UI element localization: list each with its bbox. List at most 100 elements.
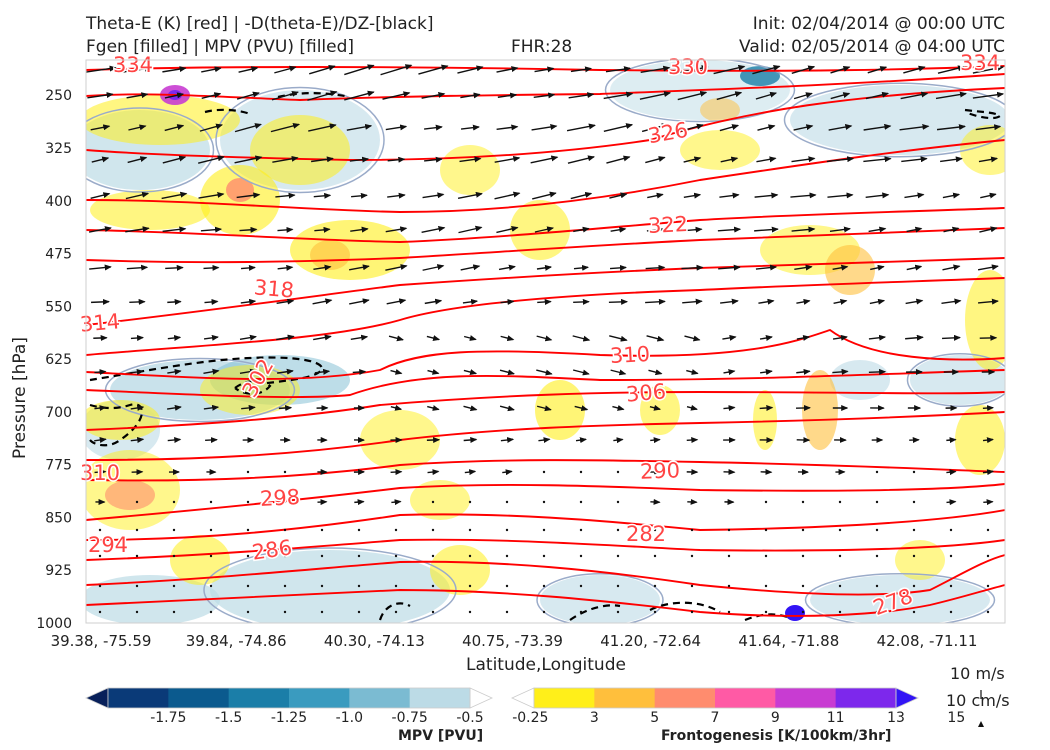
wind-vector bbox=[723, 369, 736, 376]
wind-vector bbox=[349, 298, 370, 305]
wind-vector-dot bbox=[431, 584, 435, 588]
wind-vector-dot bbox=[357, 528, 361, 532]
wind-vector bbox=[313, 192, 332, 199]
wind-vector bbox=[125, 226, 150, 233]
wind-vector bbox=[941, 298, 962, 305]
wind-vector bbox=[422, 192, 445, 199]
filled-region bbox=[965, 270, 1005, 370]
wind-vector bbox=[975, 124, 1002, 131]
wind-vector bbox=[426, 335, 441, 341]
wind-vector bbox=[94, 469, 107, 476]
colorbar-segment bbox=[409, 688, 471, 708]
mpv-contours bbox=[86, 60, 1005, 623]
wind-vector-dot bbox=[135, 500, 139, 504]
wind-vector bbox=[972, 91, 1005, 99]
stability-contour bbox=[89, 403, 143, 447]
wind-vector-dot bbox=[320, 554, 324, 558]
wind-vector-dot bbox=[135, 610, 139, 614]
wind-vector-dot bbox=[986, 610, 990, 614]
wind-vector-dot bbox=[246, 584, 250, 588]
theta-e-contour bbox=[86, 87, 1005, 161]
wind-vector bbox=[575, 437, 587, 444]
wind-vector-dot bbox=[801, 584, 805, 588]
colorbar-tick-label: 7 bbox=[711, 710, 720, 726]
vertical-reference-arrow bbox=[978, 721, 984, 727]
wind-vector bbox=[241, 264, 256, 271]
wind-vector bbox=[427, 369, 440, 375]
filled-region bbox=[802, 370, 838, 450]
theta-e-contour bbox=[86, 391, 1005, 431]
wind-vector-dot bbox=[283, 584, 287, 588]
wind-vector bbox=[537, 298, 552, 305]
wind-vector-dot bbox=[468, 528, 472, 532]
wind-vector bbox=[676, 65, 709, 74]
wind-vector bbox=[89, 264, 112, 271]
wind-vector bbox=[530, 155, 559, 164]
wind-vector-dot bbox=[431, 610, 435, 614]
wind-vector bbox=[421, 225, 446, 234]
wind-vector bbox=[126, 264, 149, 271]
wind-vector-dot bbox=[283, 470, 287, 474]
wind-vector bbox=[647, 192, 664, 199]
x-tick-label: 39.84, -74.86 bbox=[186, 632, 287, 650]
wind-vector bbox=[870, 264, 885, 271]
wind-vector-dot bbox=[394, 554, 398, 558]
wind-vector bbox=[755, 264, 778, 271]
wind-vector bbox=[609, 264, 627, 271]
wind-vector bbox=[757, 124, 776, 131]
wind-vector bbox=[977, 264, 999, 271]
wind-vector bbox=[128, 124, 147, 131]
wind-vector bbox=[720, 298, 739, 305]
wind-vector bbox=[567, 155, 596, 164]
wind-vector bbox=[536, 264, 553, 271]
wind-vector bbox=[162, 66, 187, 73]
wind-vector bbox=[234, 123, 262, 133]
colorbar-segment bbox=[835, 688, 897, 708]
wind-vector-dot bbox=[653, 610, 657, 614]
wind-vector bbox=[418, 64, 449, 75]
colorbar-extend-left bbox=[85, 687, 109, 709]
wind-vector bbox=[385, 226, 408, 233]
wind-vector-dot bbox=[135, 554, 139, 558]
wind-vector-dot bbox=[727, 554, 731, 558]
wind-vector bbox=[982, 405, 995, 412]
colorbar-extend-right bbox=[469, 687, 493, 709]
wind-vector bbox=[91, 156, 110, 163]
wind-vector bbox=[791, 156, 816, 163]
wind-vector bbox=[463, 369, 478, 375]
wind-vector bbox=[646, 226, 665, 233]
wind-vector bbox=[126, 92, 149, 99]
wind-vector bbox=[167, 368, 182, 375]
wind-vector bbox=[274, 65, 297, 74]
wind-vector bbox=[310, 156, 334, 163]
wind-vector-dot bbox=[912, 554, 916, 558]
wind-vector bbox=[570, 66, 593, 73]
x-tick-labels: 39.38, -75.59 39.84, -74.86 40.30, -74.13 4… bbox=[51, 632, 978, 650]
colorbar-extend-left bbox=[511, 687, 535, 709]
wind-vector-dot bbox=[98, 528, 102, 532]
wind-vector bbox=[385, 124, 408, 131]
wind-vector-dot bbox=[986, 528, 990, 532]
wind-vector-dot bbox=[98, 610, 102, 614]
colorbar-segment bbox=[168, 688, 230, 708]
wind-vector bbox=[86, 65, 117, 73]
wind-vector-dot bbox=[875, 500, 879, 504]
wind-vector bbox=[500, 298, 515, 305]
wind-vector bbox=[683, 156, 702, 163]
y-tick-label: 250 bbox=[45, 88, 72, 104]
wind-vector bbox=[391, 499, 402, 506]
wind-vector bbox=[796, 298, 811, 305]
wind-vector bbox=[94, 369, 107, 376]
wind-vector bbox=[161, 191, 188, 200]
y-tick-label: 925 bbox=[45, 563, 72, 579]
wind-vector bbox=[498, 264, 516, 271]
wind-vector bbox=[832, 334, 848, 341]
filled-region bbox=[535, 380, 585, 440]
y-tick-label: 775 bbox=[45, 458, 72, 474]
wind-vector bbox=[574, 405, 589, 412]
wind-vector bbox=[463, 335, 477, 341]
wind-vector-dot bbox=[209, 528, 213, 532]
wind-vector bbox=[201, 92, 222, 100]
wind-vector bbox=[682, 298, 703, 305]
x-tick-label: 40.75, -73.39 bbox=[462, 632, 563, 650]
